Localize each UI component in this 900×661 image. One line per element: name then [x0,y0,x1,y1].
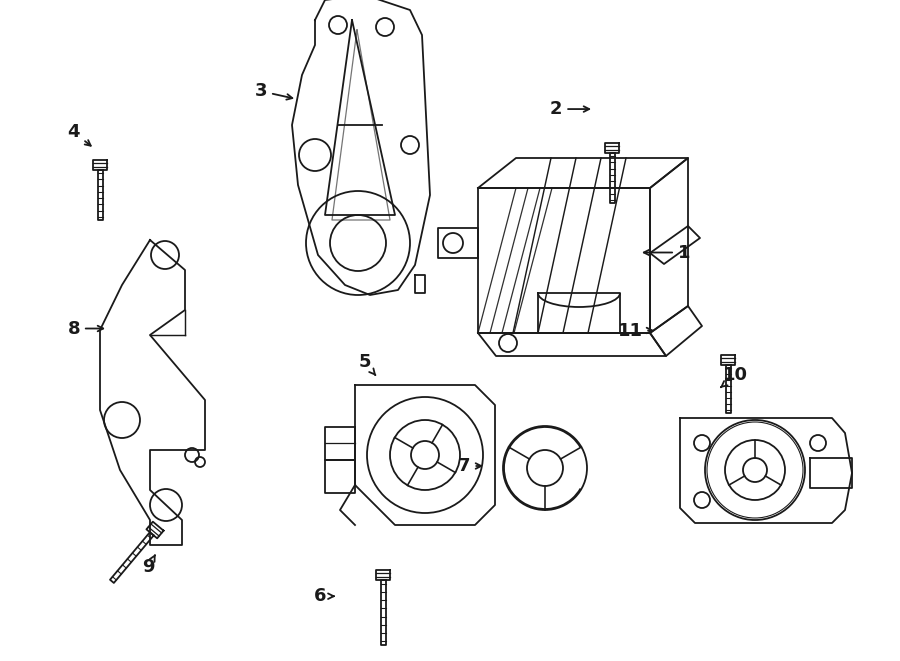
Text: 5: 5 [358,353,375,375]
Text: 6: 6 [314,587,334,605]
Text: 4: 4 [68,123,91,145]
Text: 7: 7 [458,457,482,475]
Text: 11: 11 [617,321,652,340]
Text: 2: 2 [550,100,590,118]
Text: 3: 3 [255,82,292,100]
Text: 1: 1 [644,243,690,262]
Text: 9: 9 [142,555,155,576]
Text: 10: 10 [721,366,748,387]
Text: 8: 8 [68,319,104,338]
